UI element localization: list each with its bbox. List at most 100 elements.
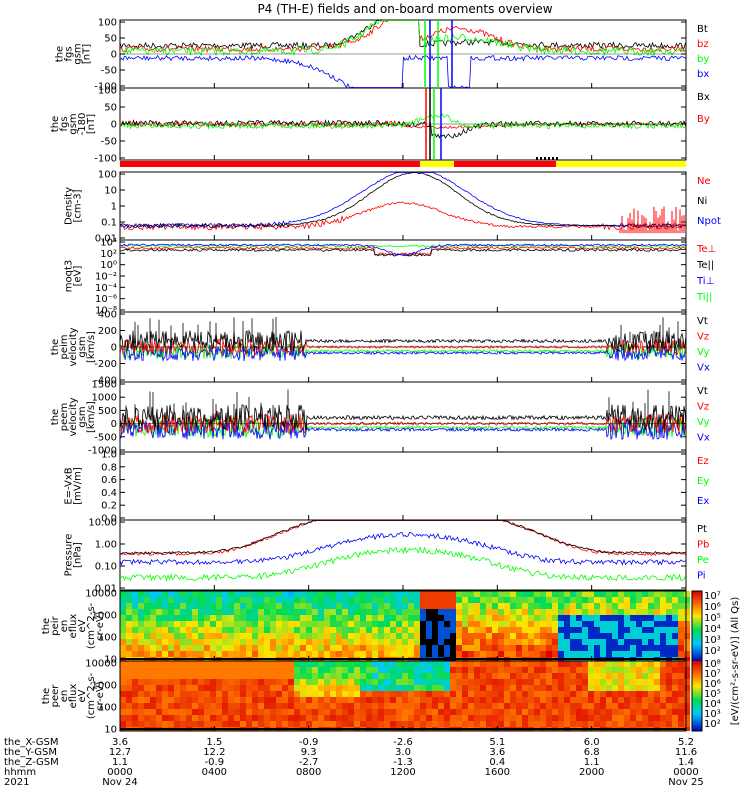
- spectrogram-cell: [126, 661, 132, 667]
- y-axis-label: the: [50, 116, 61, 132]
- spectrogram-cell: [474, 597, 480, 603]
- spectrogram-cell: [678, 621, 684, 627]
- spectrogram-cell: [474, 697, 480, 703]
- spectrogram-cell: [450, 709, 456, 715]
- spectrogram-cell: [492, 633, 498, 639]
- y-axis-label: gsm: [73, 43, 84, 64]
- spectrogram-cell: [318, 673, 324, 679]
- spectrogram-cell: [486, 673, 492, 679]
- spectrogram-cell: [648, 703, 654, 709]
- spectrogram-cell: [576, 609, 582, 615]
- spectrogram-cell: [672, 685, 678, 691]
- spectrogram-cell: [330, 703, 336, 709]
- spectrogram-cell: [318, 597, 324, 603]
- spectrogram-cell: [336, 603, 342, 609]
- ephem-row-label: hhmm: [4, 767, 36, 778]
- spectrogram-cell: [156, 615, 162, 621]
- spectrogram-cell: [168, 673, 174, 679]
- spectrogram-cell: [402, 685, 408, 691]
- y-axis-label: gsm: [77, 406, 88, 427]
- spectrogram-cell: [438, 691, 444, 697]
- spectrogram-cell: [636, 685, 642, 691]
- colorbar-band: [692, 634, 702, 635]
- spectrogram-cell: [444, 615, 450, 621]
- colorbar-band: [692, 644, 702, 645]
- spectrogram-cell: [528, 679, 534, 685]
- spectrogram-cell: [510, 667, 516, 673]
- spectrogram-cell: [306, 661, 312, 667]
- colorbar-band: [692, 619, 702, 620]
- spectrogram-cell: [372, 703, 378, 709]
- colorbar-band: [692, 704, 702, 705]
- spectrogram-cell: [288, 627, 294, 633]
- spectrogram-cell: [162, 661, 168, 667]
- spectrogram-cell: [174, 673, 180, 679]
- spectrogram-cell: [156, 721, 162, 727]
- spectrogram-cell: [390, 715, 396, 721]
- spectrogram-cell: [312, 667, 318, 673]
- spectrogram-cell: [642, 685, 648, 691]
- colorbar-band: [692, 675, 702, 676]
- spectrogram-cell: [570, 615, 576, 621]
- spectrogram-cell: [468, 621, 474, 627]
- spectrogram-cell: [300, 627, 306, 633]
- spectrogram-cell: [318, 709, 324, 715]
- spectrogram-cell: [234, 709, 240, 715]
- spectrogram-cell: [282, 603, 288, 609]
- spectrogram-cell: [660, 667, 666, 673]
- spectrogram-cell: [150, 685, 156, 691]
- spectrogram-cell: [654, 673, 660, 679]
- spectrogram-cell: [582, 651, 588, 657]
- spectrogram-cell: [504, 621, 510, 627]
- spectrogram-cell: [264, 703, 270, 709]
- spectrogram-cell: [396, 715, 402, 721]
- spectrogram-cell: [444, 691, 450, 697]
- ephem-value: 12.2: [203, 747, 225, 758]
- ephem-value: Nov 25: [668, 777, 703, 788]
- spectrogram-cell: [642, 691, 648, 697]
- colorbar-band: [692, 712, 702, 713]
- y-axis-label: en: [59, 620, 70, 633]
- spectrogram-cell: [402, 615, 408, 621]
- spectrogram-cell: [372, 591, 378, 597]
- spectrogram-cell: [576, 697, 582, 703]
- spectrogram-cell: [648, 639, 654, 645]
- spectrogram-cell: [408, 679, 414, 685]
- colorbar-band: [692, 592, 702, 593]
- y-axis-label: fgs: [64, 46, 75, 61]
- spectrogram-cell: [492, 639, 498, 645]
- spectrogram-cell: [336, 709, 342, 715]
- spectrogram-cell: [420, 679, 426, 685]
- spectrogram-cell: [384, 673, 390, 679]
- spectrogram-cell: [318, 591, 324, 597]
- spectrogram-cell: [408, 609, 414, 615]
- spectrogram-cell: [180, 603, 186, 609]
- series-Ti-par: [119, 244, 686, 248]
- colorbar-band: [692, 625, 702, 626]
- spectrogram-cell: [294, 621, 300, 627]
- spectrogram-cell: [276, 621, 282, 627]
- spectrogram-cell: [192, 715, 198, 721]
- spectrogram-cell: [474, 703, 480, 709]
- colorbar-tick: 10⁷: [704, 591, 721, 602]
- spectrogram-cell: [228, 709, 234, 715]
- spectrogram-cell: [636, 651, 642, 657]
- spectrogram-cell: [138, 651, 144, 657]
- spectrogram-cell: [378, 615, 384, 621]
- spectrogram-cell: [540, 597, 546, 603]
- spectrogram-cell: [456, 597, 462, 603]
- spectrogram-cell: [504, 651, 510, 657]
- colorbar-band: [692, 656, 702, 657]
- spectrogram-cell: [498, 673, 504, 679]
- spectrogram-cell: [372, 679, 378, 685]
- colorbar-band: [692, 701, 702, 702]
- spectrogram-cell: [492, 609, 498, 615]
- spectrogram-cell: [192, 703, 198, 709]
- spectrogram-cell: [624, 679, 630, 685]
- spectrogram-cell: [330, 721, 336, 727]
- colorbar-band: [692, 643, 702, 644]
- spectrogram-cell: [360, 703, 366, 709]
- spectrogram-cell: [606, 709, 612, 715]
- spectrogram-cell: [180, 651, 186, 657]
- colorbar-band: [692, 632, 702, 633]
